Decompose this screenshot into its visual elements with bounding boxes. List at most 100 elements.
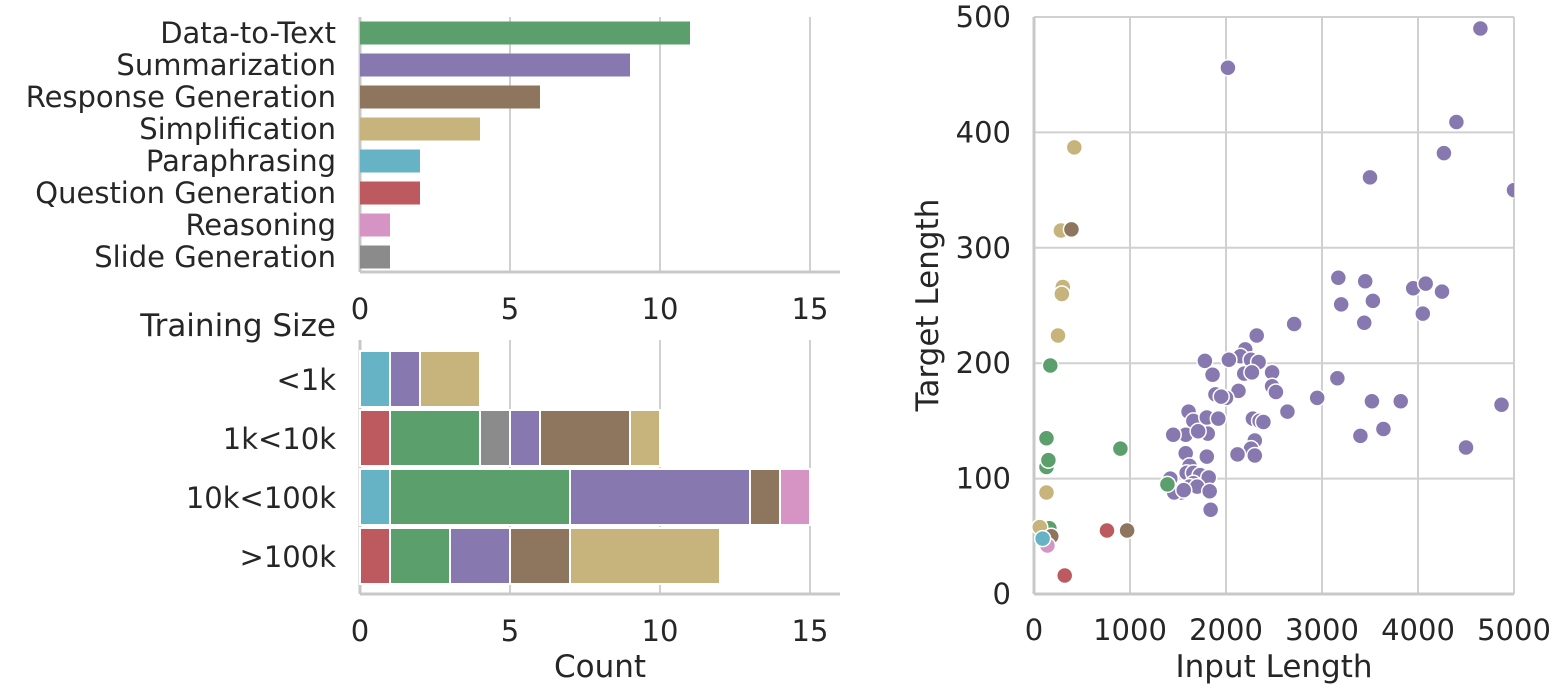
point-summarization [1198, 447, 1216, 466]
bar-summarization [360, 53, 630, 77]
category-label: <1k [276, 363, 336, 397]
point-summarization [1433, 282, 1451, 301]
point-summarization [1278, 402, 1297, 421]
point-summarization [1391, 392, 1410, 411]
x-tick-label: 1000 [1093, 613, 1167, 647]
x-tick-label: 3000 [1285, 613, 1359, 647]
bar-slide-generation [360, 245, 390, 269]
category-label: Response Generation [26, 80, 336, 114]
x-tick-label: 5 [501, 292, 519, 326]
point-summarization [1267, 383, 1285, 401]
point-summarization [1363, 392, 1381, 411]
y-tick-label: 500 [956, 0, 1011, 34]
point-summarization [1254, 413, 1273, 431]
point-summarization [1492, 395, 1511, 414]
point-summarization [1203, 365, 1222, 384]
y-axis-title: Target Length [910, 199, 946, 413]
point-summarization [1361, 168, 1379, 187]
point-summarization [1175, 481, 1193, 499]
bar-question-generation [360, 181, 420, 205]
segment-summarization [449, 527, 511, 585]
x-tick-label: 15 [792, 614, 829, 648]
point-summarization [1457, 438, 1475, 457]
bar-response-generation [360, 85, 540, 109]
segment-question-generation [359, 527, 391, 585]
point-simplification [1053, 285, 1071, 303]
point-summarization [1329, 269, 1348, 287]
x-tick-label: 0 [351, 292, 369, 326]
category-label: Summarization [116, 48, 336, 82]
task-count-chart: 0 5 10 15 Data-to-TextSummarizationResponse … [26, 16, 840, 326]
segment-summarization [509, 409, 541, 467]
point-summarization [1200, 482, 1219, 501]
segment-data-to-text [389, 527, 451, 585]
point-simplification [1065, 138, 1084, 157]
x-axis-title: Input Length [1175, 649, 1372, 685]
point-summarization [1351, 427, 1370, 445]
bar-paraphrasing [360, 149, 420, 173]
point-summarization [1416, 274, 1435, 293]
bar-data-to-text [360, 21, 690, 45]
segment-paraphrasing [359, 350, 391, 408]
point-data-to-text [1158, 475, 1177, 494]
chart-title: Training Size [139, 308, 336, 344]
point-summarization [1505, 181, 1514, 199]
point-summarization [1196, 352, 1214, 370]
training-size-chart: 0 5 10 15 <1k 1k<10k 10k<100k >100k Training Siz… [139, 308, 840, 685]
segment-reasoning [779, 468, 811, 526]
point-question-generation [1098, 521, 1116, 540]
category-label: Reasoning [185, 208, 336, 242]
y-tick-label: 300 [956, 231, 1011, 265]
point-summarization [1220, 350, 1238, 369]
point-data-to-text [1041, 356, 1060, 375]
segment-paraphrasing [359, 468, 391, 526]
point-summarization [1246, 446, 1264, 465]
point-summarization [1364, 292, 1382, 310]
point-summarization [1435, 144, 1453, 162]
point-summarization [1164, 425, 1182, 444]
bar-simplification [360, 117, 480, 141]
point-summarization [1228, 445, 1247, 464]
point-summarization [1356, 272, 1374, 291]
y-tick-label: 400 [956, 115, 1011, 149]
x-tick-label: 10 [642, 614, 679, 648]
point-summarization [1189, 422, 1207, 441]
point-summarization [1374, 420, 1393, 438]
point-summarization [1308, 389, 1326, 407]
category-label: Question Generation [35, 176, 336, 210]
segment-simplification [629, 409, 661, 467]
point-summarization [1285, 315, 1303, 333]
category-label: Slide Generation [94, 240, 336, 274]
category-label: 1k<10k [223, 422, 336, 456]
segment-data-to-text [389, 409, 481, 467]
point-summarization [1471, 19, 1490, 38]
point-question-generation [1055, 566, 1074, 585]
category-label: >100k [240, 540, 337, 574]
segment-response-generation [539, 409, 631, 467]
point-summarization [1332, 295, 1350, 314]
y-tick-label: 0 [993, 577, 1011, 611]
x-tick-label: 15 [792, 292, 829, 326]
point-simplification [1037, 483, 1056, 502]
point-data-to-text [1111, 439, 1130, 458]
x-tick-label: 5000 [1477, 613, 1551, 647]
category-label: 10k<100k [186, 481, 336, 515]
segment-response-generation [509, 527, 571, 585]
scatter-points [1031, 19, 1514, 585]
segment-simplification [419, 350, 481, 408]
category-label: Data-to-Text [160, 16, 336, 50]
point-summarization [1328, 369, 1347, 387]
point-summarization [1219, 59, 1237, 77]
x-axis-title: Count [554, 649, 646, 685]
point-summarization [1212, 387, 1230, 406]
x-tick-label: 10 [642, 292, 679, 326]
x-tick-label: 2000 [1189, 613, 1263, 647]
segment-summarization [389, 350, 421, 408]
point-summarization [1414, 304, 1432, 323]
point-data-to-text [1037, 429, 1056, 447]
point-summarization [1209, 409, 1228, 428]
point-data-to-text [1039, 451, 1058, 469]
segment-question-generation [359, 409, 391, 467]
segment-response-generation [749, 468, 781, 526]
